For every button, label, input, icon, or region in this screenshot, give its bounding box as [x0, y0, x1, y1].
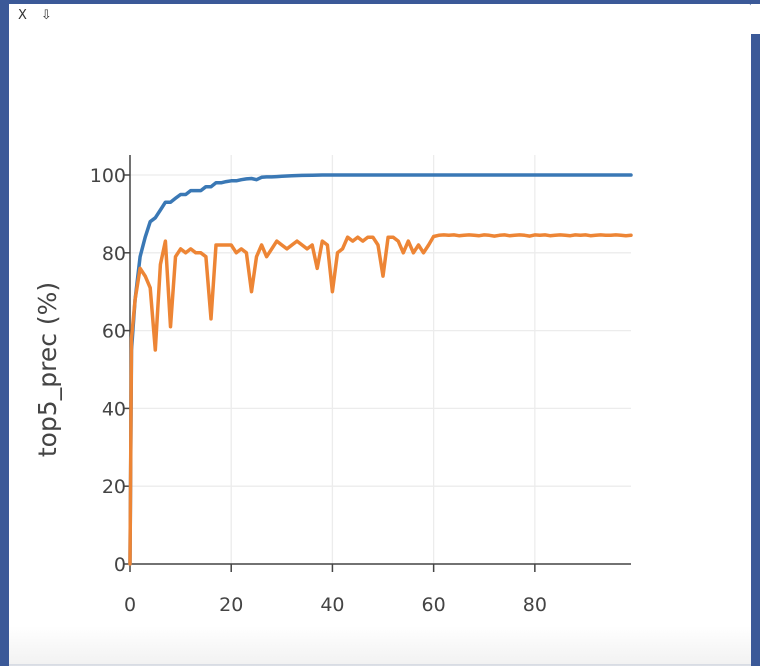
panel-toolbar: X ⇩ — [9, 6, 52, 26]
chart-series — [128, 173, 633, 566]
chart-ticks: 0 20 40 60 80 0 20 40 60 80 100 — [90, 165, 547, 616]
chart-grid — [130, 155, 631, 564]
x-tick-label: 20 — [219, 594, 243, 616]
y-tick-label: 100 — [90, 165, 126, 187]
series-line-val — [128, 233, 633, 566]
series-line-train — [128, 173, 633, 566]
x-tick-label: 0 — [124, 594, 136, 616]
x-tick-label: 60 — [422, 594, 446, 616]
x-tick-label: 80 — [523, 594, 547, 616]
y-tick-label: 0 — [114, 554, 126, 576]
chart-axes — [129, 155, 631, 565]
panel-notch — [751, 4, 760, 34]
y-tick-label: 60 — [102, 321, 126, 343]
download-icon[interactable]: ⇩ — [40, 8, 52, 23]
y-axis-title: top5_prec (%) — [33, 282, 62, 457]
y-tick-label: 80 — [102, 243, 126, 265]
close-button[interactable]: X — [18, 8, 27, 23]
x-tick-label: 40 — [320, 594, 344, 616]
y-tick-label: 20 — [102, 476, 126, 498]
panel-bottom-shadow — [9, 626, 751, 666]
y-tick-label: 40 — [102, 398, 126, 420]
